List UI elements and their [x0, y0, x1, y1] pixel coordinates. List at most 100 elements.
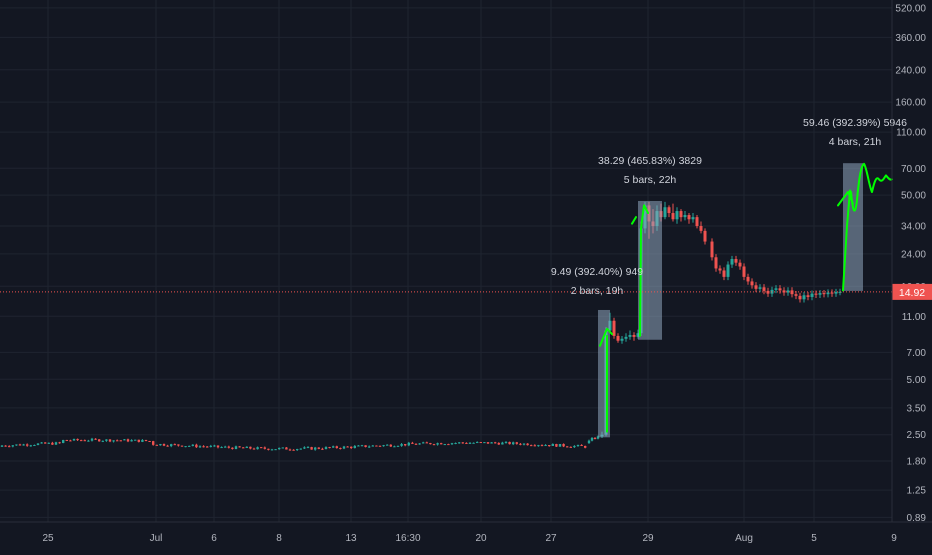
candle-up	[675, 211, 679, 220]
candle-down	[830, 292, 834, 294]
candle-up	[270, 449, 274, 451]
candle-up	[393, 446, 396, 448]
drawn-projection	[850, 162, 893, 212]
candle-down	[486, 442, 490, 444]
candle-up	[220, 447, 223, 449]
measure-label-change: 59.46 (392.39%) 5946	[803, 117, 907, 129]
candle-down	[339, 448, 342, 450]
candle-down	[137, 439, 140, 442]
candle-up	[184, 446, 187, 448]
candle-up	[476, 442, 479, 444]
candle-up	[159, 444, 162, 446]
candle-up	[422, 442, 425, 444]
candle-down	[465, 442, 468, 444]
candle-down	[703, 230, 707, 242]
last-price-label: 14.92	[899, 287, 925, 299]
candle-down	[432, 444, 436, 446]
candle-up	[810, 293, 814, 297]
candle-down	[238, 446, 241, 448]
candle-down	[806, 295, 810, 297]
candle-down	[695, 217, 699, 227]
candle-down	[152, 441, 155, 445]
candle-up	[576, 444, 580, 446]
x-tick-label: Jul	[150, 533, 163, 544]
y-tick-label: 520.00	[895, 3, 926, 14]
candle-down	[98, 439, 101, 442]
candle-up	[501, 442, 504, 445]
y-tick-label: 3.50	[907, 403, 927, 414]
candle-down	[231, 447, 234, 450]
range-box-layer	[598, 163, 863, 438]
drawn-stroke-3	[842, 189, 851, 292]
last-price-badge	[892, 283, 932, 300]
candle-down	[389, 444, 392, 447]
candle-down	[530, 445, 533, 447]
candle-up	[620, 338, 624, 341]
candle-down	[335, 446, 338, 449]
candle-up	[544, 445, 547, 447]
candle-down	[750, 281, 754, 286]
candle-down	[497, 443, 500, 445]
candle-down	[508, 441, 511, 445]
candle-up	[691, 217, 695, 220]
candle-down	[216, 445, 220, 448]
candle-up	[360, 445, 364, 447]
candle-down	[144, 439, 148, 442]
candle-up	[306, 447, 310, 449]
candle-up	[90, 438, 94, 441]
candle-down	[180, 445, 184, 447]
candle-down	[414, 443, 418, 445]
candle-down	[425, 442, 428, 444]
candle-down	[548, 445, 551, 447]
candle-up	[396, 445, 400, 447]
candle-down	[242, 447, 245, 449]
candle-down	[252, 448, 256, 450]
y-tick-label: 11.00	[902, 312, 927, 323]
candle-down	[249, 446, 252, 449]
candle-down	[51, 442, 54, 445]
candle-up	[299, 448, 302, 450]
candle-down	[526, 443, 529, 446]
candle-up	[834, 291, 838, 294]
candle-up	[314, 447, 317, 450]
candle-down	[4, 445, 7, 447]
candle-down	[263, 447, 266, 449]
candle-down	[58, 442, 61, 444]
candle-up	[436, 443, 439, 445]
candle-down	[80, 440, 83, 442]
candle-down	[166, 445, 169, 447]
x-tick-label: Aug	[735, 533, 753, 544]
candle-up	[87, 440, 90, 442]
candle-up	[256, 447, 259, 450]
candle-down	[814, 293, 818, 295]
candle-down	[375, 445, 378, 447]
candle-down	[746, 276, 750, 282]
candle-down	[8, 446, 11, 448]
candle-up	[512, 442, 515, 445]
candle-down	[116, 440, 119, 442]
candle-up	[786, 290, 790, 293]
candle-up	[303, 447, 306, 449]
candle-up	[418, 443, 421, 445]
candle-down	[126, 439, 130, 442]
candle-up	[47, 442, 50, 444]
candle-up	[296, 449, 299, 451]
candle-up	[558, 443, 562, 447]
candle-up	[101, 440, 104, 442]
candle-down	[227, 446, 230, 448]
candle-up	[458, 442, 461, 444]
x-tick-label: 13	[345, 533, 357, 544]
measure-label-change: 9.49 (392.40%) 949	[551, 266, 643, 278]
candle-up	[386, 444, 389, 446]
candle-down	[667, 207, 671, 214]
y-tick-label: 5.00	[907, 375, 927, 386]
candle-up	[504, 441, 508, 443]
candle-down	[350, 446, 353, 448]
candle-down	[267, 448, 270, 450]
candle-down	[447, 444, 450, 446]
drawing-layer	[599, 162, 893, 433]
candle-up	[368, 446, 371, 448]
candle-down	[411, 442, 414, 444]
